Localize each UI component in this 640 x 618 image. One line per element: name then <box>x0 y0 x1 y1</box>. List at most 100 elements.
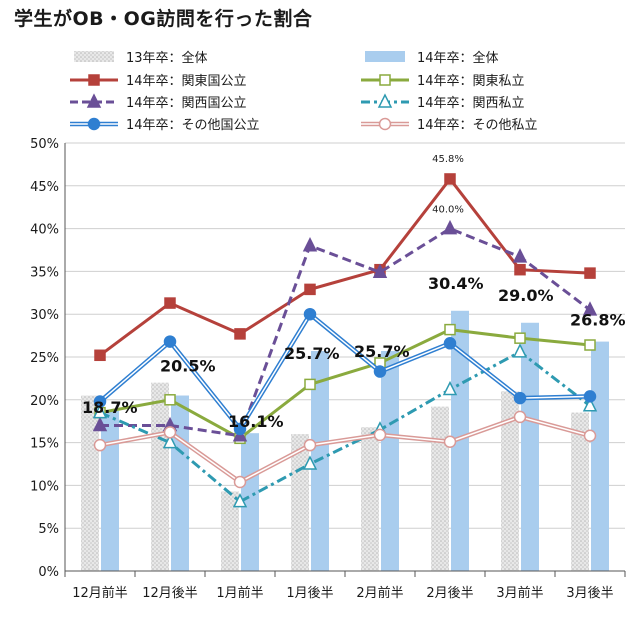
x-tick-label: 3月前半 <box>496 585 543 601</box>
y-tick-label: 45% <box>30 180 59 195</box>
data-label-14-all: 30.4% <box>428 274 484 293</box>
y-tick-label: 15% <box>30 437 59 452</box>
bar-14-all <box>311 351 329 571</box>
series-point <box>582 397 598 412</box>
series-point <box>233 475 247 489</box>
series-point <box>163 426 177 439</box>
legend-item: 14年卒：その他私立 <box>361 117 538 133</box>
legend-marker <box>88 74 100 86</box>
x-tick-label: 2月前半 <box>356 585 403 601</box>
legend-marker <box>379 74 391 86</box>
series-point <box>93 395 107 408</box>
series-point <box>584 267 596 279</box>
line-series <box>92 173 598 508</box>
legend-swatch <box>365 51 405 62</box>
series-point <box>583 429 597 443</box>
chart-title: 学生がOB・OG訪問を行った割合 <box>14 8 313 30</box>
line-series-group <box>93 307 597 436</box>
series-line <box>99 328 591 440</box>
series-point <box>442 219 458 235</box>
series-point <box>583 390 597 403</box>
legend-marker <box>87 117 101 131</box>
series-line <box>99 350 591 504</box>
line-series-group <box>93 410 597 489</box>
bar-13-all <box>501 391 519 571</box>
bar-14-all <box>521 322 539 571</box>
y-tick-label: 35% <box>30 265 59 280</box>
series-point <box>163 335 177 348</box>
series-point <box>514 263 526 276</box>
legend-item: 13年卒：全体 <box>74 50 208 66</box>
y-tick-label: 30% <box>30 308 59 323</box>
y-tick-label: 50% <box>30 137 59 152</box>
series-point <box>232 492 248 508</box>
x-tick-label: 1月前半 <box>216 585 263 601</box>
series-point <box>512 343 528 358</box>
series-point <box>93 438 107 452</box>
series-point <box>584 339 596 351</box>
legend: 13年卒：全体 14年卒：全体 14年卒：関東国公立 14年卒：関東私立 14年卒：関西… <box>70 50 538 133</box>
series-point <box>513 410 527 424</box>
bar-14-all <box>101 410 119 571</box>
series-point <box>514 332 526 344</box>
series-point <box>513 391 527 405</box>
bar-13-all <box>571 412 589 571</box>
series-line <box>100 227 591 438</box>
legend-label: 14年卒：その他国公立 <box>126 118 260 133</box>
legend-item: 14年卒：関西国公立 <box>70 93 247 111</box>
series-point <box>303 307 317 321</box>
series-point <box>92 416 108 432</box>
data-labels: 18.7% 20.5% 16.1% 25.7% 25.7% 30.4% 29.0% 26.8%… <box>82 154 626 431</box>
x-tick-label: 12月前半 <box>72 585 128 601</box>
bar-13-all <box>151 382 169 571</box>
series-line-inner <box>99 416 591 483</box>
series-point <box>442 380 458 396</box>
legend-item: 14年卒：関東私立 <box>361 73 525 89</box>
data-label-14-all: 25.7% <box>284 344 340 363</box>
legend-label: 14年卒：全体 <box>417 50 499 66</box>
series-point <box>372 263 388 279</box>
bar-14-all <box>171 395 189 571</box>
legend-item: 14年卒：その他国公立 <box>70 117 260 133</box>
data-label-14-all: 18.7% <box>82 398 138 417</box>
series-point <box>164 297 176 309</box>
y-tick-label: 25% <box>30 351 59 366</box>
series-point <box>302 237 318 252</box>
series-point <box>233 422 247 436</box>
series-point <box>582 301 598 316</box>
series-point <box>443 435 457 448</box>
series-point <box>303 438 317 452</box>
line-series-group <box>94 173 596 362</box>
grid-lines <box>65 142 625 529</box>
legend-swatch <box>74 51 114 62</box>
x-tick-label: 3月後半 <box>566 586 613 601</box>
data-label-14-all: 29.0% <box>498 286 554 305</box>
axes: 0% 5% 10% 15% 20% 25% 30% 35% 40% 45% 50% 12月前半 12月後… <box>30 137 626 601</box>
legend-label: 13年卒：全体 <box>126 50 208 66</box>
series-point <box>162 433 178 449</box>
series-point <box>92 403 108 419</box>
legend-label: 14年卒：関西私立 <box>417 96 525 111</box>
data-label-14-all: 20.5% <box>160 357 216 376</box>
bar-13-all <box>81 395 99 571</box>
x-tick-label: 12月後半 <box>142 586 198 601</box>
legend-marker <box>86 93 102 108</box>
y-tick-label: 0% <box>38 565 59 580</box>
legend-marker <box>377 93 393 108</box>
bar-14-all <box>451 310 469 571</box>
y-tick-label: 5% <box>38 522 59 537</box>
y-tick-label: 40% <box>30 223 59 238</box>
series-point <box>444 323 456 336</box>
legend-item: 14年卒：関西私立 <box>361 93 525 111</box>
bar-14-all <box>591 341 609 571</box>
series-point <box>443 337 457 350</box>
bar-14-all <box>381 351 399 571</box>
y-tick-label: 20% <box>30 394 59 409</box>
series-point <box>304 378 316 391</box>
line-series-group <box>92 219 598 442</box>
bar-13-all <box>361 427 379 571</box>
data-label-small: 45.8% <box>432 154 464 165</box>
data-label-small: 40.0% <box>432 205 464 216</box>
bar-14-all <box>241 433 259 571</box>
